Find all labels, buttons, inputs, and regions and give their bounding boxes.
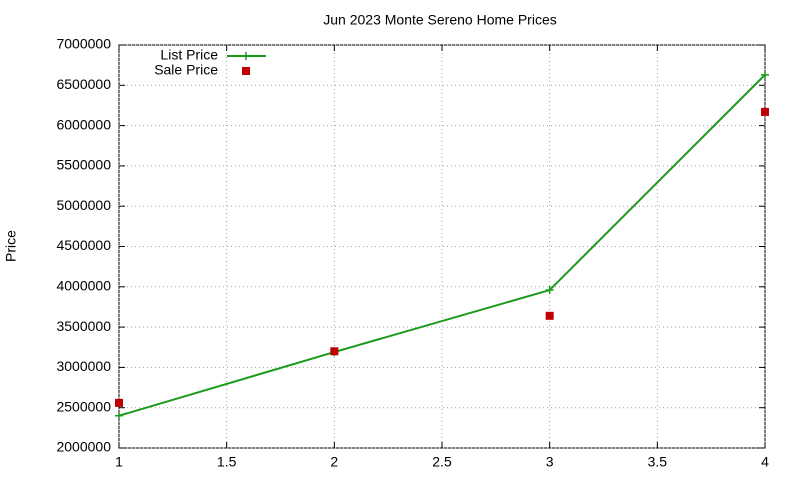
y-axis-label: Price [3, 230, 19, 262]
point [330, 347, 339, 356]
point [115, 398, 123, 407]
y-tick-label: 2500000 [56, 398, 111, 414]
y-tick-label: 6500000 [56, 76, 111, 92]
chart-title: Jun 2023 Monte Sereno Home Prices [323, 12, 556, 28]
x-tick-label: 1 [115, 454, 123, 470]
y-tick-label: 4000000 [56, 278, 111, 294]
y-tick-label: 7000000 [56, 36, 111, 52]
point [761, 70, 769, 79]
point [545, 311, 554, 320]
x-tick-label: 4 [761, 454, 769, 470]
legend-label: Sale Price [154, 62, 218, 78]
y-tick-label: 2000000 [56, 439, 111, 455]
x-tick-label: 3 [546, 454, 554, 470]
series-line [118, 74, 766, 417]
legend-label: List Price [160, 47, 218, 63]
y-tick-label: 3500000 [56, 318, 111, 334]
point [545, 286, 554, 295]
y-tick-label: 5500000 [56, 157, 111, 173]
legend-swatch [242, 67, 250, 75]
y-tick-label: 4500000 [56, 237, 111, 253]
x-tick-label: 1.5 [217, 454, 237, 470]
x-tick-label: 2.5 [432, 454, 452, 470]
x-tick-label: 3.5 [648, 454, 668, 470]
y-tick-label: 5000000 [56, 197, 111, 213]
point [115, 411, 123, 420]
y-tick-label: 6000000 [56, 116, 111, 132]
y-tick-label: 3000000 [56, 358, 111, 374]
legend-swatch [242, 52, 250, 60]
x-tick-label: 2 [330, 454, 338, 470]
point [761, 107, 769, 116]
